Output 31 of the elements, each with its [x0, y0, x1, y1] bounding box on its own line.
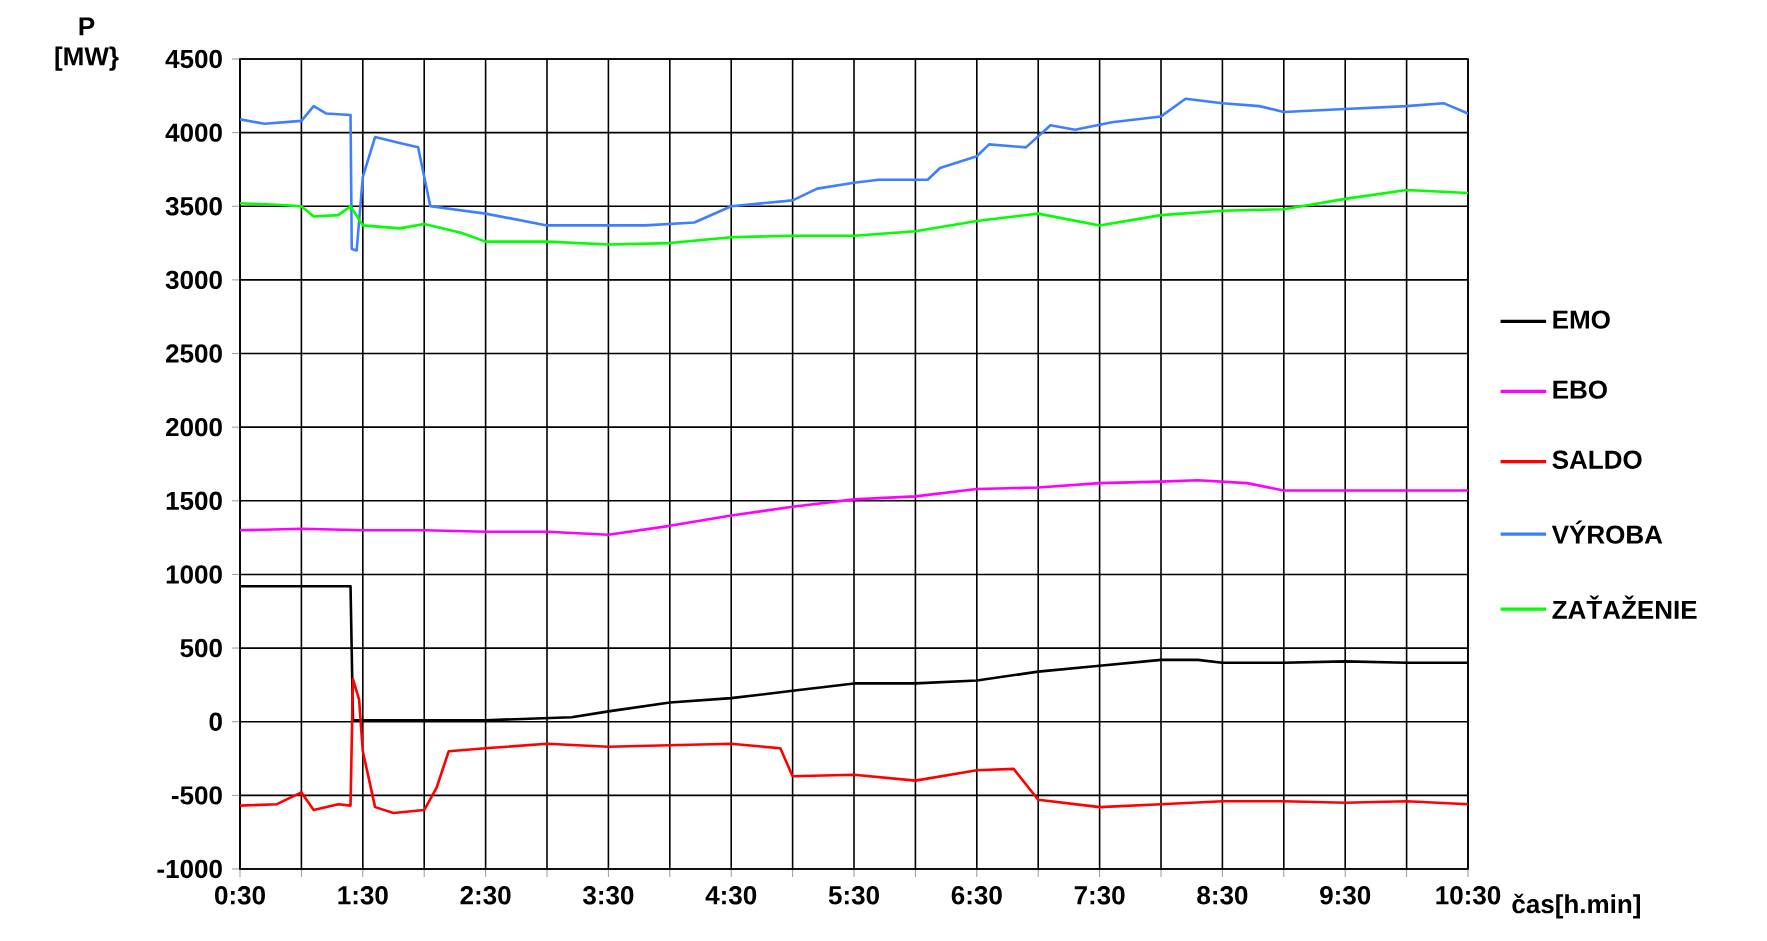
legend-label: SALDO — [1552, 450, 1642, 469]
x-tick-label: 6:30 — [951, 886, 1002, 905]
x-tick-label: 2:30 — [460, 886, 511, 905]
x-tick-label: 3:30 — [582, 886, 634, 905]
y-tick-label: 500 — [180, 638, 222, 658]
y-tick-label: 1500 — [166, 491, 222, 511]
line-series — [240, 188, 1469, 246]
y-tick-label: 2000 — [166, 417, 222, 437]
y-axis-title: P [MW} — [55, 17, 119, 71]
y-tick-label: -500 — [171, 786, 222, 805]
y-tick-label: -1000 — [157, 859, 222, 879]
x-tick-label: 1:30 — [338, 886, 388, 905]
x-tick-label: 5:30 — [828, 886, 879, 905]
x-tick-label: 4:30 — [705, 886, 757, 905]
x-tick-label: 9:30 — [1320, 886, 1371, 905]
y-tick-label: 4000 — [165, 123, 222, 142]
y-tick-label: 4500 — [165, 49, 222, 69]
y-tick-label: 0 — [209, 712, 222, 731]
legend-label: EBO — [1553, 380, 1607, 399]
y-tick-label: 3500 — [165, 197, 222, 216]
legend-label: ZAŤAŽENIE — [1552, 595, 1697, 619]
legend-label: VÝROBA — [1551, 520, 1663, 544]
x-tick-label: 0:30 — [215, 886, 265, 905]
x-axis-title: čas[h.min] — [1512, 893, 1640, 919]
legend-label: EMO — [1553, 310, 1610, 329]
y-tick-label: 1000 — [166, 565, 222, 584]
y-tick-label: 2500 — [166, 344, 222, 363]
y-tick-label: 3000 — [165, 270, 222, 290]
x-tick-label: 8:30 — [1197, 886, 1248, 905]
x-tick-label: 7:30 — [1074, 886, 1125, 905]
x-tick-label: 10:30 — [1436, 886, 1501, 905]
